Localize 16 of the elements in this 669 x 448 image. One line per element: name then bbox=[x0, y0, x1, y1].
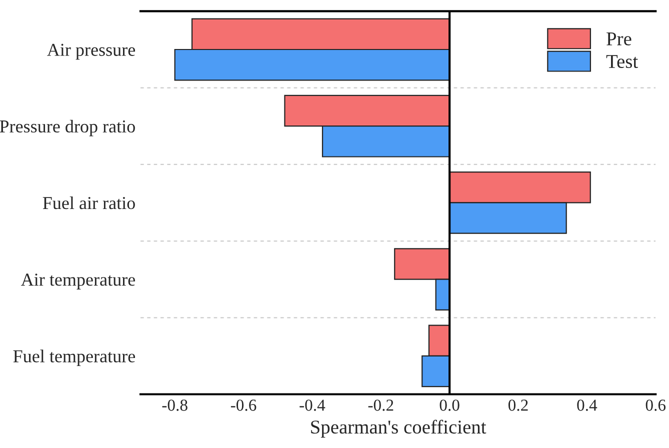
x-tick-label: 0.2 bbox=[508, 400, 528, 411]
y-tick-label: Pressure drop ratio bbox=[0, 120, 135, 136]
x-tick-label: 0.0 bbox=[440, 400, 460, 411]
legend-label: Test bbox=[606, 55, 638, 68]
y-tick-label: Fuel air ratio bbox=[42, 196, 135, 210]
x-tick-label: -0.6 bbox=[230, 400, 256, 411]
x-tick-label: -0.4 bbox=[300, 400, 326, 411]
x-tick-label: 0.4 bbox=[577, 400, 598, 411]
x-axis-title: Spearman's coefficient bbox=[311, 420, 486, 438]
y-tick-label: Fuel temperature bbox=[13, 350, 135, 366]
x-tick-label: -0.2 bbox=[368, 400, 394, 411]
legend-label: Pre bbox=[606, 32, 632, 46]
x-tick-label: 0.6 bbox=[646, 400, 666, 411]
y-tick-label: Air pressure bbox=[47, 44, 135, 60]
x-tick-label: -0.8 bbox=[162, 400, 188, 411]
y-tick-label: Air temperature bbox=[21, 274, 136, 290]
